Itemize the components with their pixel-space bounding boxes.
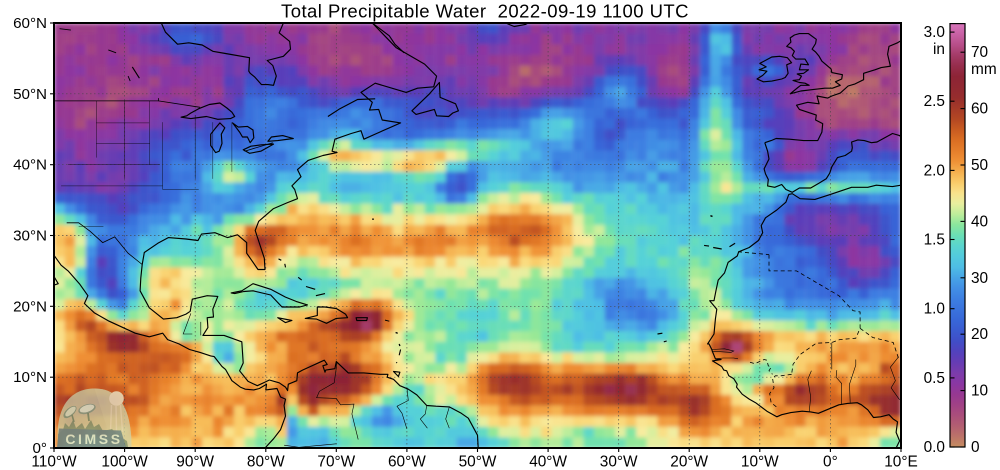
svg-text:110°W: 110°W — [31, 454, 77, 470]
svg-text:40°W: 40°W — [529, 454, 567, 470]
svg-text:30°W: 30°W — [600, 454, 638, 470]
svg-text:mm: mm — [971, 61, 997, 78]
svg-text:30°N: 30°N — [13, 228, 47, 245]
svg-text:80°W: 80°W — [247, 454, 285, 470]
svg-text:0: 0 — [971, 439, 980, 456]
svg-text:0°: 0° — [32, 440, 47, 457]
svg-text:50°N: 50°N — [13, 86, 47, 103]
svg-text:10°E: 10°E — [884, 454, 918, 470]
svg-text:10: 10 — [971, 383, 988, 400]
svg-text:40: 40 — [971, 213, 988, 230]
svg-text:20°N: 20°N — [13, 298, 47, 315]
svg-text:60°W: 60°W — [388, 454, 426, 470]
svg-text:0°: 0° — [823, 454, 838, 470]
svg-text:1.5: 1.5 — [924, 232, 945, 249]
svg-text:20°W: 20°W — [670, 454, 708, 470]
svg-text:10°W: 10°W — [741, 454, 779, 470]
svg-text:90°W: 90°W — [176, 454, 214, 470]
svg-text:70°W: 70°W — [317, 454, 355, 470]
svg-text:CIMSS: CIMSS — [65, 431, 122, 447]
svg-text:in: in — [933, 41, 945, 58]
svg-text:100°W: 100°W — [101, 454, 148, 470]
svg-text:20: 20 — [971, 326, 988, 343]
svg-text:0.5: 0.5 — [924, 370, 945, 387]
svg-text:3.0: 3.0 — [924, 24, 945, 41]
svg-text:40°N: 40°N — [13, 157, 47, 174]
svg-text:2.0: 2.0 — [924, 162, 945, 179]
svg-text:Total Precipitable Water 2022: Total Precipitable Water 2022-09-19 1100… — [281, 1, 689, 22]
svg-text:60°N: 60°N — [13, 15, 47, 32]
svg-text:60: 60 — [971, 101, 988, 118]
svg-text:30: 30 — [971, 270, 988, 287]
svg-text:50°W: 50°W — [459, 454, 497, 470]
svg-text:0.0: 0.0 — [924, 439, 945, 456]
svg-text:10°N: 10°N — [13, 369, 47, 386]
svg-text:2.5: 2.5 — [924, 93, 945, 110]
svg-text:70: 70 — [971, 44, 988, 61]
svg-text:50: 50 — [971, 157, 988, 174]
svg-text:1.0: 1.0 — [924, 301, 945, 318]
